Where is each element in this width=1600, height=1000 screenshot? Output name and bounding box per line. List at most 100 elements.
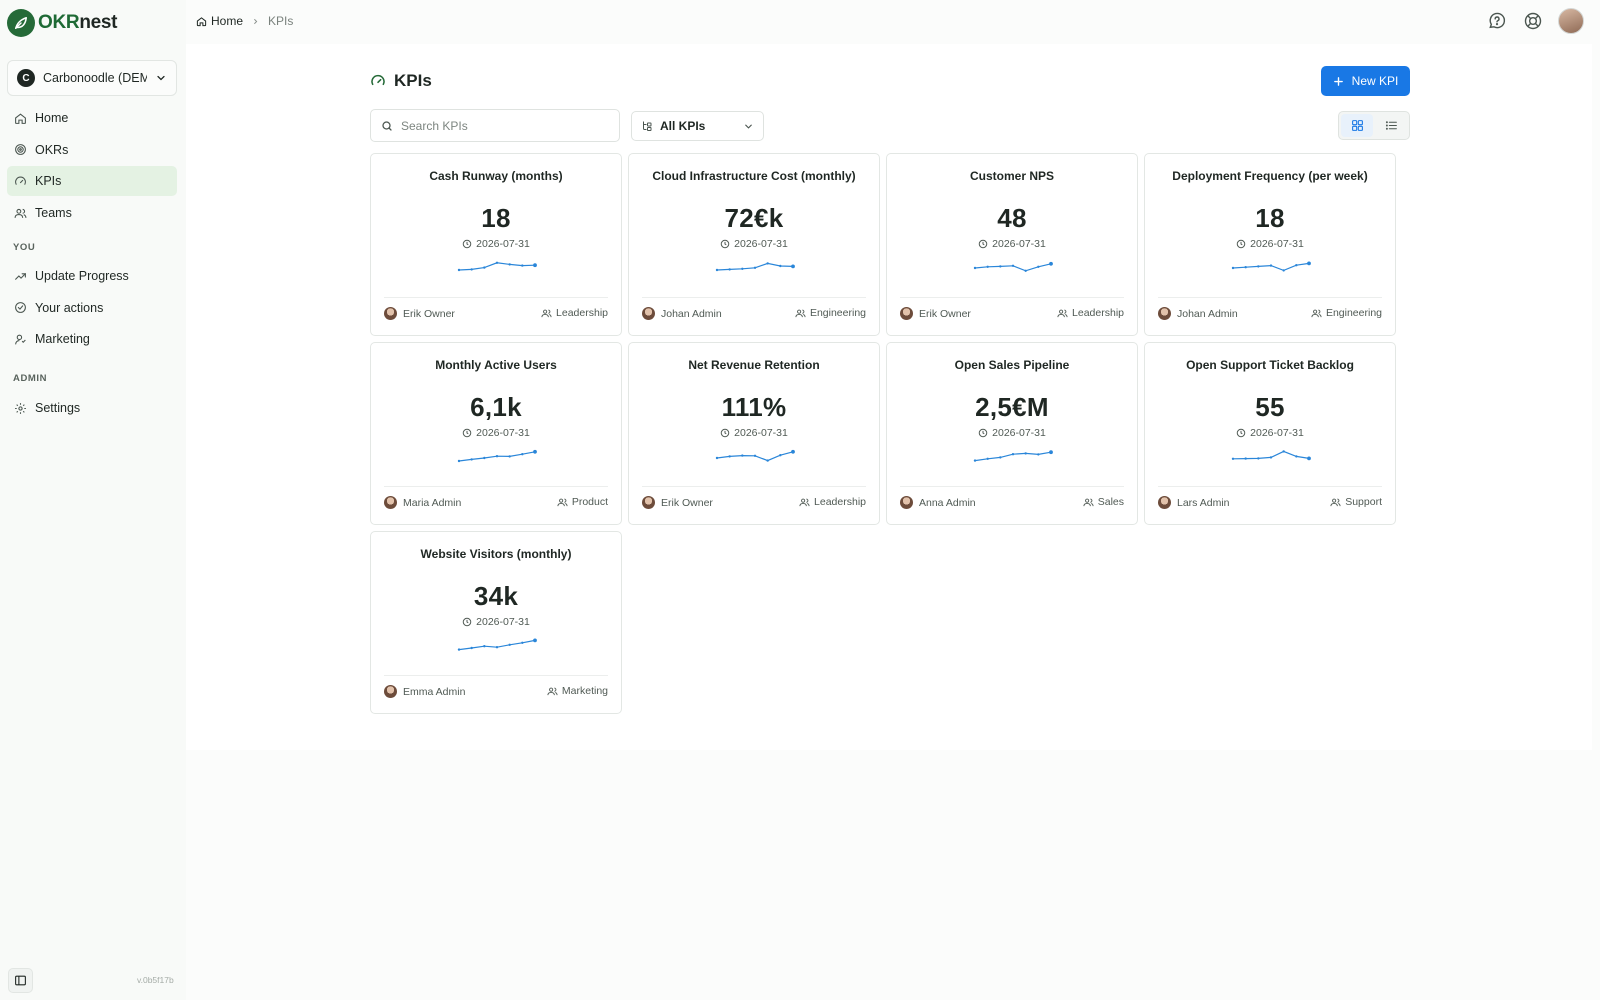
new-kpi-button[interactable]: New KPI bbox=[1321, 66, 1410, 96]
kpi-owner-name: Erik Owner bbox=[661, 496, 713, 509]
nav-item-update-progress[interactable]: Update Progress bbox=[7, 261, 177, 291]
kpi-team[interactable]: Engineering bbox=[1311, 307, 1382, 319]
sparkline-point bbox=[457, 268, 461, 272]
clock-icon bbox=[1236, 428, 1246, 438]
kpi-date-text: 2026-07-31 bbox=[992, 238, 1046, 250]
kpi-owner[interactable]: Erik Owner bbox=[900, 307, 971, 320]
sparkline-point bbox=[483, 456, 486, 460]
kpi-owner[interactable]: Johan Admin bbox=[642, 307, 722, 320]
support-icon[interactable] bbox=[1522, 10, 1544, 32]
kpi-card[interactable]: Monthly Active Users 6,1k 2026-07-31 Mar… bbox=[370, 342, 622, 525]
kpi-owner-name: Maria Admin bbox=[403, 496, 462, 509]
leaf-logo-icon bbox=[7, 9, 35, 37]
owner-avatar bbox=[642, 307, 655, 320]
list-view-button[interactable] bbox=[1375, 114, 1407, 137]
sparkline-point bbox=[1231, 457, 1235, 460]
nav-item-your-actions[interactable]: Your actions bbox=[7, 293, 177, 323]
grid-view-button[interactable] bbox=[1341, 114, 1373, 137]
org-name: Carbonoodle (DEMO) bbox=[43, 71, 147, 85]
kpi-owner[interactable]: Anna Admin bbox=[900, 496, 976, 509]
kpi-card[interactable]: Website Visitors (monthly) 34k 2026-07-3… bbox=[370, 531, 622, 714]
sparkline-point bbox=[457, 459, 461, 463]
list-icon bbox=[1385, 119, 1398, 132]
kpi-team-name: Sales bbox=[1097, 496, 1124, 508]
kpi-card[interactable]: Cloud Infrastructure Cost (monthly) 72€k… bbox=[628, 153, 880, 336]
nav-item-marketing[interactable]: Marketing bbox=[7, 324, 177, 354]
sparkline-point bbox=[986, 265, 989, 268]
divider bbox=[384, 675, 608, 676]
nav-item-kpis[interactable]: KPIs bbox=[7, 166, 177, 197]
sparkline-point bbox=[521, 641, 524, 644]
kpi-value: 18 bbox=[481, 203, 511, 233]
sparkline-point bbox=[791, 264, 795, 269]
search-input[interactable] bbox=[401, 118, 601, 133]
kpi-card[interactable]: Open Support Ticket Backlog 55 2026-07-3… bbox=[1144, 342, 1396, 525]
user-avatar[interactable] bbox=[1558, 8, 1584, 34]
kpi-owner-name: Anna Admin bbox=[919, 496, 976, 509]
kpi-date-text: 2026-07-31 bbox=[734, 427, 788, 439]
nav-item-home[interactable]: Home bbox=[7, 103, 177, 133]
kpi-owner[interactable]: Johan Admin bbox=[1158, 307, 1238, 320]
kpi-filter-dropdown[interactable]: All KPIs bbox=[631, 111, 764, 141]
kpi-owner[interactable]: Erik Owner bbox=[642, 496, 713, 509]
sparkline-point bbox=[1244, 457, 1247, 460]
org-logo: C bbox=[17, 69, 35, 87]
kpi-card[interactable]: Net Revenue Retention 111% 2026-07-31 Er… bbox=[628, 342, 880, 525]
breadcrumb-home[interactable]: Home bbox=[196, 14, 243, 28]
nav-label: Settings bbox=[35, 401, 81, 415]
sidebar: OKRnest C Carbonoodle (DEMO) Home OKRs K… bbox=[0, 0, 186, 1000]
kpi-team[interactable]: Leadership bbox=[541, 307, 608, 319]
trend-icon bbox=[14, 270, 27, 283]
kpi-date-text: 2026-07-31 bbox=[476, 238, 530, 250]
kpi-owner[interactable]: Erik Owner bbox=[384, 307, 455, 320]
kpi-team[interactable]: Product bbox=[557, 496, 608, 508]
kpi-owner[interactable]: Maria Admin bbox=[384, 496, 461, 509]
nav-label: OKRs bbox=[35, 142, 69, 157]
kpi-title: Open Sales Pipeline bbox=[954, 358, 1070, 372]
divider bbox=[1158, 486, 1382, 487]
nav-label: Home bbox=[35, 111, 69, 125]
sparkline-point bbox=[779, 264, 782, 268]
sparkline-point bbox=[753, 266, 757, 269]
owner-avatar bbox=[384, 685, 397, 698]
kpi-value: 6,1k bbox=[470, 392, 522, 422]
kpi-team[interactable]: Engineering bbox=[795, 307, 866, 319]
owner-avatar bbox=[900, 307, 913, 320]
page-title-text: KPIs bbox=[394, 71, 432, 90]
kpi-team[interactable]: Support bbox=[1330, 496, 1382, 508]
help-icon[interactable] bbox=[1486, 10, 1508, 32]
kpi-team[interactable]: Leadership bbox=[1057, 307, 1124, 319]
organization-selector[interactable]: C Carbonoodle (DEMO) bbox=[7, 60, 177, 96]
nav-item-okrs[interactable]: OKRs bbox=[7, 135, 177, 165]
kpi-owner[interactable]: Emma Admin bbox=[384, 685, 465, 698]
app-version: v.0b5f17b bbox=[137, 975, 174, 985]
home-icon bbox=[14, 112, 27, 125]
kpi-date: 2026-07-31 bbox=[887, 427, 1137, 439]
sparkline-point bbox=[1037, 453, 1040, 456]
okrnest-logo[interactable]: OKRnest bbox=[7, 9, 118, 37]
collapse-sidebar-button[interactable] bbox=[8, 968, 33, 993]
nav-item-settings[interactable]: Settings bbox=[7, 393, 177, 423]
kpi-team[interactable]: Leadership bbox=[799, 496, 866, 508]
kpi-owner-name: Erik Owner bbox=[919, 307, 971, 320]
kpi-card[interactable]: Cash Runway (months) 18 2026-07-31 Erik … bbox=[370, 153, 622, 336]
kpi-sparkline bbox=[457, 261, 537, 272]
kpi-team[interactable]: Marketing bbox=[547, 685, 608, 697]
kpi-card[interactable]: Customer NPS 48 2026-07-31 Erik Owner Le… bbox=[886, 153, 1138, 336]
kpi-value: 72€k bbox=[724, 203, 784, 233]
divider bbox=[384, 486, 608, 487]
users-icon bbox=[1057, 308, 1068, 319]
gauge-icon bbox=[370, 73, 386, 89]
nav-item-teams[interactable]: Teams bbox=[7, 198, 177, 228]
kpi-owner-name: Lars Admin bbox=[1177, 496, 1230, 509]
kpi-card[interactable]: Open Sales Pipeline 2,5€M 2026-07-31 Ann… bbox=[886, 342, 1138, 525]
kpi-card[interactable]: Deployment Frequency (per week) 18 2026-… bbox=[1144, 153, 1396, 336]
kpi-team[interactable]: Sales bbox=[1083, 496, 1124, 508]
kpi-date-text: 2026-07-31 bbox=[1250, 427, 1304, 439]
sparkline-point bbox=[521, 264, 524, 267]
kpi-owner[interactable]: Lars Admin bbox=[1158, 496, 1230, 509]
kpi-value: 48 bbox=[997, 203, 1027, 233]
clock-icon bbox=[462, 617, 472, 627]
clock-icon bbox=[1236, 239, 1246, 249]
divider bbox=[1158, 297, 1382, 298]
